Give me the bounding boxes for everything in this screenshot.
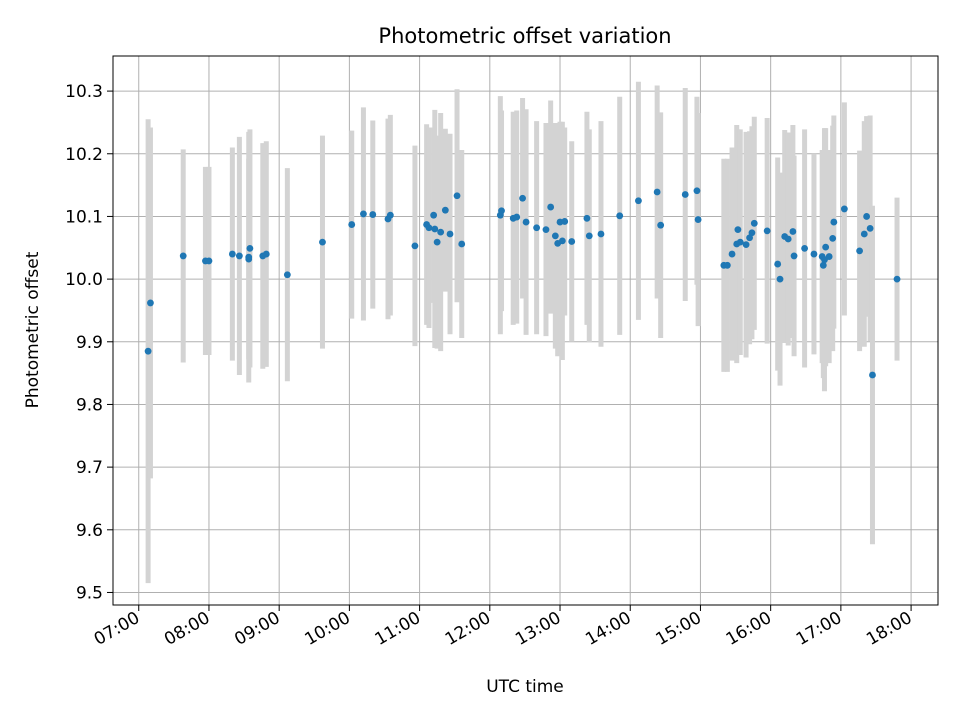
data-point [433,238,441,246]
data-point [736,238,744,246]
data-point [558,237,566,245]
data-point [635,197,642,205]
data-point [819,261,827,269]
y-tick-label: 10.3 [65,82,103,102]
data-point [513,213,521,221]
data-point [205,257,213,265]
data-point [458,240,466,248]
data-point [750,219,758,227]
data-point [748,229,756,237]
plot-area-frame [112,55,939,606]
data-point [386,211,394,219]
y-tick-label: 9.6 [76,521,103,541]
data-point [693,187,701,195]
data-point [597,230,605,238]
chart-title: Photometric offset variation [378,24,671,48]
data-point [825,253,833,260]
data-point [446,230,454,238]
data-point [533,224,541,232]
data-point [616,212,624,220]
data-point [728,250,736,258]
data-point [653,188,661,196]
data-point [860,230,868,238]
y-tick-label: 9.8 [76,395,103,415]
data-point [784,235,792,243]
data-point [856,247,863,255]
data-point [829,234,837,242]
data-point [522,218,530,226]
data-point [742,241,750,249]
data-point [681,191,689,198]
data-point [431,225,439,233]
y-tick-label: 10.2 [65,145,103,165]
data-point [542,226,550,233]
data-point [246,245,254,252]
data-point [228,250,236,258]
y-tick-label: 9.9 [76,333,103,353]
data-point [789,228,797,235]
data-point [734,226,742,233]
data-point [547,203,555,211]
data-point [830,218,838,226]
data-point [348,221,356,228]
data-point [235,252,243,260]
data-point [430,211,438,219]
data-point [441,206,449,214]
data-point [179,252,187,260]
data-point [585,232,593,240]
data-point [319,238,326,246]
data-point [262,250,270,258]
data-point [774,260,782,268]
data-point [498,207,505,215]
data-point [245,255,253,263]
x-axis-label: UTC time [486,677,564,697]
data-point [801,245,808,252]
y-axis-label: Photometric offset [23,251,43,408]
data-point [763,227,771,235]
data-points [144,187,901,379]
y-tick-label: 9.7 [76,458,103,478]
data-point [561,218,569,225]
data-point [583,214,591,222]
data-point [657,221,665,229]
data-point [568,238,576,245]
data-point [863,213,871,220]
data-point [283,271,291,279]
data-point [694,216,702,223]
data-point [411,242,419,250]
y-tick-label: 10.1 [65,207,103,227]
data-point [866,224,874,232]
data-point [723,261,731,269]
data-point [369,211,377,218]
data-point [776,275,784,283]
data-point [144,347,152,355]
data-point [893,275,901,283]
y-tick-label: 9.5 [76,583,103,603]
data-point [453,192,461,200]
data-point [790,252,798,260]
data-point [822,243,830,251]
data-point [437,228,445,236]
data-point [360,210,367,218]
y-tick-label: 10.0 [65,270,103,290]
data-point [519,194,526,202]
data-point [147,299,154,307]
data-point [425,224,433,232]
data-point [869,371,876,379]
data-point [551,232,559,240]
data-point [840,205,848,213]
data-point [810,250,818,258]
